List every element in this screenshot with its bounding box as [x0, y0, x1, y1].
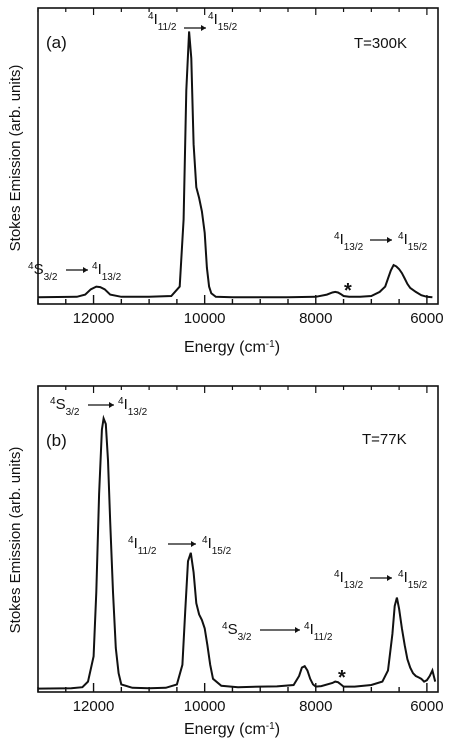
transition-label-b-4I13-4I15: 4I13/2 4I15/2: [334, 569, 428, 591]
svg-text:4S3/2: 4S3/2: [222, 621, 252, 643]
panel-label-a: (a): [46, 33, 67, 52]
x-tick-label-a: 8000: [299, 310, 332, 327]
artifact-star-b: *: [338, 667, 346, 689]
x-tick-label-a: 6000: [410, 310, 443, 327]
panel-a: 12000 10000 8000 6000 (a) T=300K 4I11/2 4I1…: [7, 7, 444, 357]
svg-text:4I13/2: 4I13/2: [334, 569, 364, 591]
svg-text:4I15/2: 4I15/2: [398, 231, 428, 253]
svg-text:4I13/2: 4I13/2: [118, 396, 148, 418]
x-tick-label-a: 12000: [73, 310, 115, 327]
svg-text:4I15/2: 4I15/2: [398, 569, 428, 591]
transition-label-a-4I13-4I15: 4I13/2 4I15/2: [334, 231, 428, 253]
temperature-label-b: T=77K: [362, 431, 407, 448]
svg-text:4S3/2: 4S3/2: [50, 396, 80, 418]
x-ticks-b: 12000 10000 8000 6000: [37, 386, 444, 715]
transition-label-a-4S3-4I13: 4S3/2 4I13/2: [28, 261, 122, 283]
transition-label-b-4S3-4I13: 4S3/2 4I13/2: [50, 396, 148, 418]
artifact-star-a: *: [344, 280, 352, 302]
y-axis-label-b: Stokes Emission (arb. units): [7, 447, 24, 634]
emission-curve-a: [37, 31, 433, 299]
temperature-label-a: T=300K: [354, 35, 407, 52]
panel-b: 12000 10000 8000 6000 (b) T=77K 4S3/2 4I13/…: [7, 385, 444, 739]
emission-curve-b: [37, 414, 437, 690]
y-axis-label-a: Stokes Emission (arb. units): [7, 65, 24, 252]
svg-text:4I13/2: 4I13/2: [92, 261, 122, 283]
x-axis-label-a: Energy (cm-1): [184, 339, 280, 357]
plot-frame-a: [37, 7, 439, 305]
transition-label-b-4I11-4I15: 4I11/2 4I15/2: [128, 535, 232, 557]
x-axis-label-b: Energy (cm-1): [184, 721, 280, 739]
transition-label-b-4S3-4I11: 4S3/2 4I11/2: [222, 621, 333, 643]
x-ticks-a: 12000 10000 8000 6000: [37, 8, 444, 327]
x-tick-label-b: 6000: [410, 698, 443, 715]
svg-text:4I11/2: 4I11/2: [148, 11, 177, 33]
svg-text:4I15/2: 4I15/2: [202, 535, 232, 557]
svg-text:Energy (cm-1): Energy (cm-1): [184, 339, 280, 357]
svg-text:4I15/2: 4I15/2: [208, 11, 238, 33]
plot-frame-b: [37, 385, 439, 693]
x-tick-label-a: 10000: [184, 310, 226, 327]
svg-text:4I11/2: 4I11/2: [304, 621, 333, 643]
panel-label-b: (b): [46, 431, 67, 450]
x-tick-label-b: 12000: [73, 698, 115, 715]
svg-text:4I13/2: 4I13/2: [334, 231, 364, 253]
x-tick-label-b: 10000: [184, 698, 226, 715]
svg-text:4I11/2: 4I11/2: [128, 535, 157, 557]
transition-label-a-4I11-4I15: 4I11/2 4I15/2: [148, 11, 238, 33]
x-tick-label-b: 8000: [299, 698, 332, 715]
svg-text:4S3/2: 4S3/2: [28, 261, 58, 283]
svg-text:Energy (cm-1): Energy (cm-1): [184, 721, 280, 739]
